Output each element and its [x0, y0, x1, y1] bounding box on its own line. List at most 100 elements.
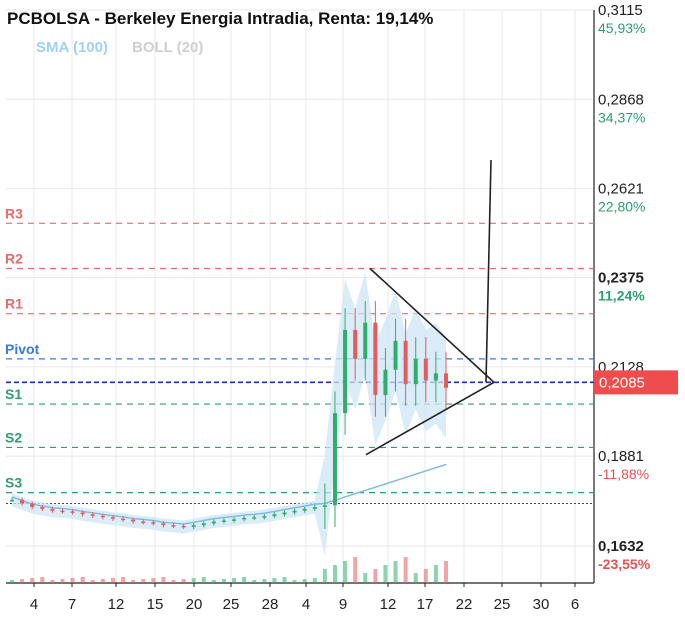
annotation-lines: [365, 160, 495, 456]
volume-bar: [373, 569, 378, 583]
candle-body: [383, 369, 388, 396]
volume-bar: [40, 577, 45, 583]
candle-body: [252, 517, 257, 519]
sma-line: [11, 463, 447, 525]
volume-bar: [10, 580, 14, 583]
candle-body: [50, 508, 55, 511]
candle-body: [131, 519, 136, 522]
bollinger-band: [11, 272, 447, 556]
candle-body: [201, 523, 206, 526]
candlesticks: [10, 301, 448, 530]
last-price-label: 0,2085: [599, 374, 645, 391]
candle-body: [10, 499, 14, 502]
x-tick-label: 4: [30, 596, 38, 613]
percent-label: 22,80%: [598, 199, 645, 215]
x-tick-label: 12: [380, 596, 397, 613]
pivot-label-s2: S2: [5, 429, 22, 445]
x-tick-label: 20: [186, 596, 203, 613]
volume-bar: [282, 577, 287, 583]
volume-bar: [141, 579, 146, 583]
volume-bar: [322, 569, 327, 583]
candle-body: [232, 519, 237, 521]
volume-bar: [121, 577, 126, 583]
candle-body: [393, 340, 398, 370]
volume-bar: [242, 577, 247, 583]
x-tick-label: 25: [223, 596, 240, 613]
triangle-lower-line: [365, 381, 495, 456]
candle-body: [100, 515, 105, 518]
volume-bar: [363, 573, 368, 583]
volume-bar: [131, 580, 136, 583]
date-axis: 4 7 12 15 20 25 28 4 9 12 17 22 25 30 6: [30, 583, 579, 613]
indicator-boll[interactable]: BOLL (20): [132, 39, 203, 56]
candle-body: [211, 521, 216, 524]
candle-body: [242, 517, 247, 520]
x-tick-label: 28: [262, 596, 279, 613]
candle-body: [80, 512, 85, 515]
percent-label: 34,37%: [598, 109, 645, 125]
volume-bars: [10, 557, 448, 583]
volume-bar: [343, 561, 348, 583]
candle-body: [302, 508, 307, 511]
x-tick-label: 15: [147, 596, 164, 613]
chart-grid: [6, 9, 595, 584]
candle-body: [90, 514, 95, 516]
candle-body: [161, 523, 166, 526]
candle-body: [272, 514, 277, 517]
volume-bar: [90, 580, 95, 583]
volume-bar: [312, 578, 317, 583]
candle-body: [413, 358, 418, 385]
volume-bar: [232, 578, 237, 583]
candle-body: [343, 329, 348, 414]
volume-bar: [191, 578, 196, 583]
volume-bar: [30, 578, 35, 583]
candle-body: [221, 520, 226, 522]
volume-bar: [403, 557, 408, 583]
volume-bar: [292, 580, 297, 583]
candle-body: [40, 507, 45, 509]
volume-bar: [181, 579, 186, 583]
candle-body: [423, 358, 428, 381]
volume-bar: [262, 579, 267, 583]
candle-body: [433, 373, 438, 381]
candle-body: [110, 517, 115, 519]
bollinger-area: [12, 272, 446, 556]
pivot-label-r2: R2: [5, 250, 23, 266]
volume-bar: [70, 578, 75, 583]
pivot-label-s3: S3: [5, 475, 22, 491]
candle-body: [191, 525, 196, 527]
x-tick-label: 25: [494, 596, 511, 613]
candle-body: [292, 510, 297, 513]
candle-body: [30, 503, 35, 508]
last-price-tag: [594, 370, 678, 395]
volume-bar: [383, 565, 388, 583]
x-tick-label: 22: [456, 596, 473, 613]
candle-body: [171, 525, 176, 527]
x-tick-label: 9: [339, 596, 347, 613]
price-label: 0,3115: [598, 2, 643, 19]
volume-bar: [161, 577, 166, 583]
price-label: 0,1881: [598, 448, 644, 465]
volume-bar: [423, 569, 428, 583]
indicator-sma[interactable]: SMA (100): [36, 39, 108, 56]
candle-body: [60, 510, 65, 513]
candle-body: [282, 512, 287, 515]
volume-bar: [302, 579, 307, 583]
x-tick-label: 12: [108, 596, 125, 613]
volume-bar: [171, 580, 176, 583]
price-label: 0,1632: [598, 538, 644, 555]
volume-bar: [393, 561, 398, 583]
candle-body: [444, 373, 448, 388]
volume-bar: [211, 580, 216, 583]
volume-bar: [444, 561, 448, 583]
volume-bar: [413, 573, 418, 583]
candle-body: [353, 329, 358, 359]
volume-bar: [272, 578, 277, 583]
volume-bar: [100, 579, 105, 583]
volume-bar: [60, 579, 65, 583]
candle-body: [373, 322, 378, 396]
candle-body: [363, 322, 368, 359]
volume-bar: [221, 579, 226, 583]
